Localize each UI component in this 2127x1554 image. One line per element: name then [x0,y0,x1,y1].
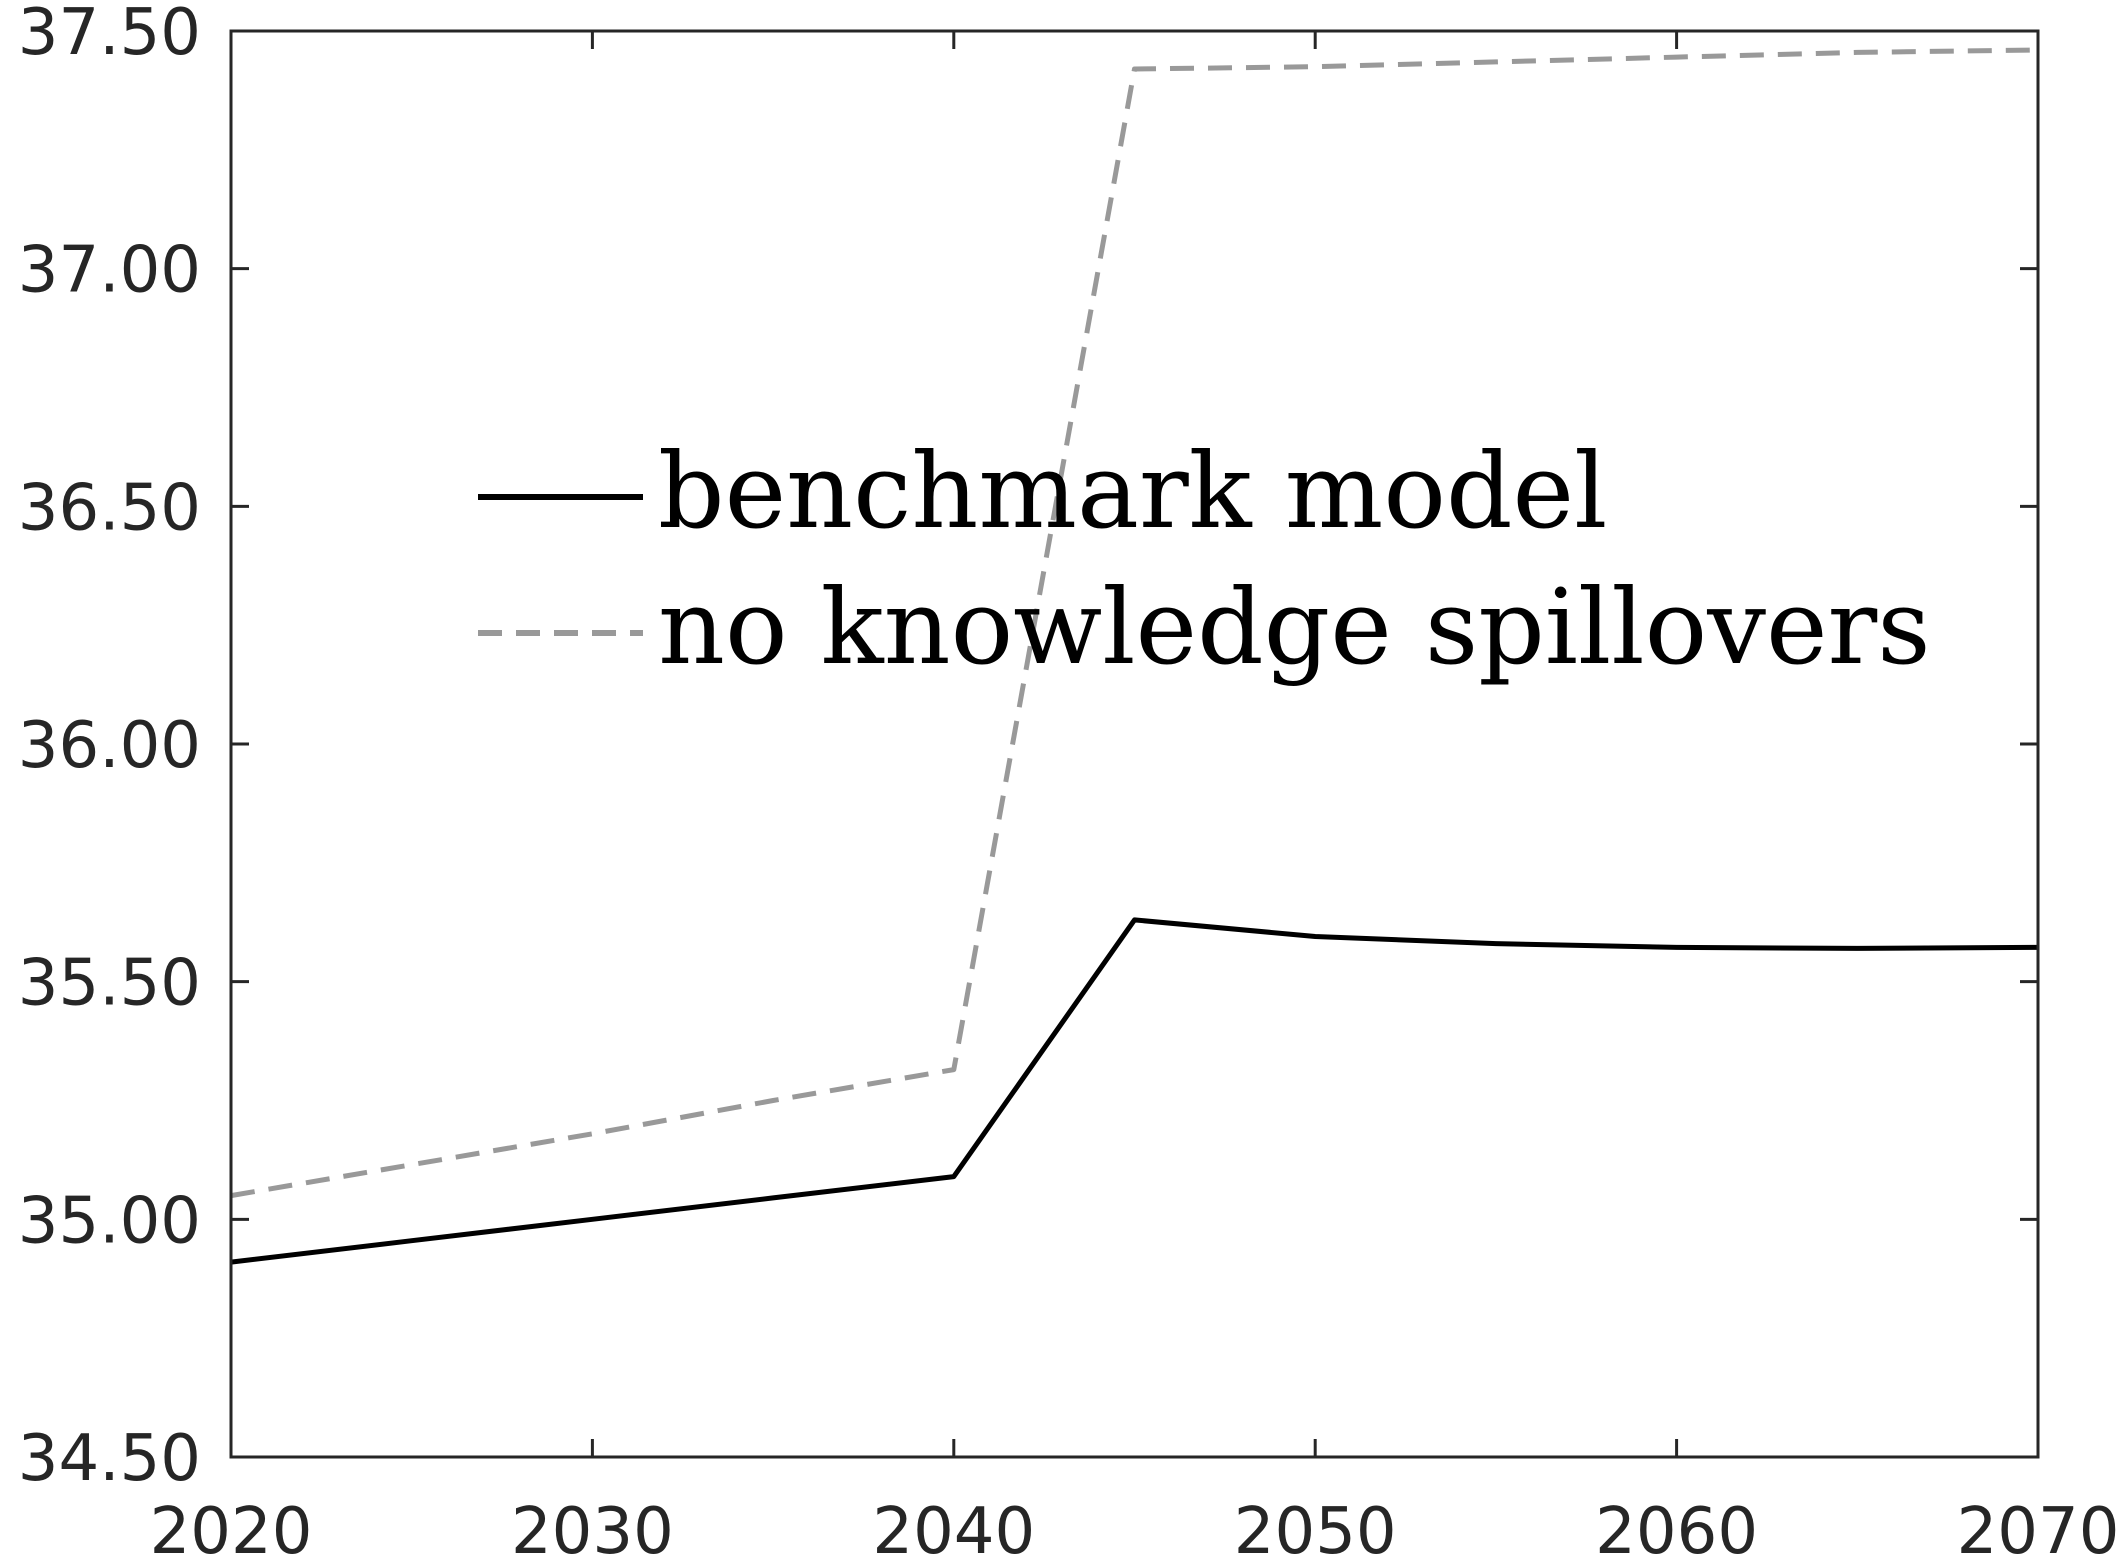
legend-label-benchmark-model: benchmark model [658,430,1607,552]
legend-label-no-knowledge-spillovers: no knowledge spillovers [658,566,1931,688]
x-tick-label: 2020 [150,1495,313,1554]
tick-layer: 2020 2030 2040 2050 2060 2070 37.50 37.00 36.50 3… [18,0,2120,1554]
y-tick-label: 35.50 [18,947,201,1021]
y-tick-label: 36.00 [18,709,201,783]
y-tick-label: 37.00 [18,234,201,308]
series-line-no-knowledge-spillovers [230,47,2039,1199]
y-tick-label: 36.50 [18,471,201,545]
legend: benchmark model no knowledge spillovers [478,430,1931,688]
x-tick-label: 2060 [1595,1495,1758,1554]
x-tick-label: 2030 [511,1495,674,1554]
y-tick-label: 37.50 [18,0,201,70]
x-tick-label: 2050 [1234,1495,1397,1554]
y-tick-label: 35.00 [18,1184,201,1258]
plot-frame [229,29,2040,1459]
x-tick-label: 2070 [1957,1495,2120,1554]
x-tick-label: 2040 [872,1495,1035,1554]
series-line-benchmark-model [230,917,2039,1265]
y-tick-label: 34.50 [18,1422,201,1496]
series-layer [230,47,2039,1265]
